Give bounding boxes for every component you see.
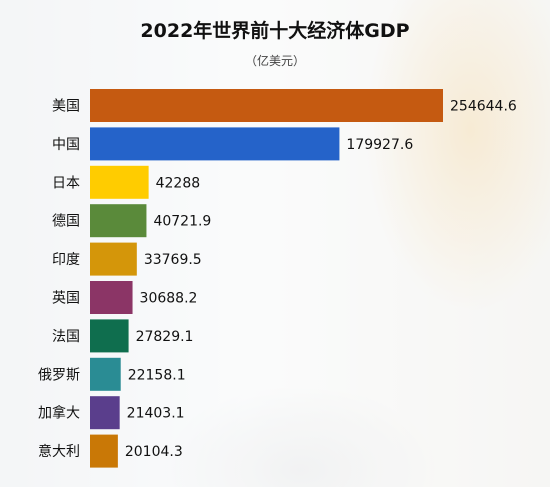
value-label: 27829.1: [136, 329, 194, 345]
bar: [90, 434, 118, 468]
bar: [90, 396, 120, 430]
value-label: 33769.5: [144, 252, 202, 268]
category-label: 法国: [52, 329, 80, 345]
value-label: 22158.1: [128, 367, 186, 383]
bar: [90, 127, 340, 161]
bar: [90, 165, 149, 199]
category-label: 美国: [52, 99, 80, 115]
category-label: 意大利: [38, 443, 80, 460]
bar: [90, 204, 147, 238]
value-label: 254644.6: [450, 99, 517, 115]
category-label: 德国: [52, 214, 80, 230]
category-label: 俄罗斯: [38, 367, 80, 383]
value-label: 30688.2: [140, 291, 198, 307]
category-label: 日本: [52, 175, 80, 191]
value-label: 42288: [156, 175, 201, 191]
category-label: 英国: [52, 290, 80, 307]
bar: [90, 319, 129, 353]
category-label: 加拿大: [38, 405, 80, 422]
category-label: 印度: [52, 252, 80, 268]
bar: [90, 281, 133, 314]
chart-title: 2022年世界前十大经济体GDP: [140, 20, 410, 42]
bar: [90, 89, 443, 122]
value-label: 20104.3: [125, 444, 183, 460]
bar: [90, 357, 121, 391]
bar: [90, 242, 137, 276]
chart-subtitle: （亿美元）: [244, 54, 305, 68]
category-label: 中国: [52, 137, 80, 153]
value-label: 40721.9: [153, 214, 211, 230]
value-label: 21403.1: [127, 406, 185, 422]
value-label: 179927.6: [346, 137, 413, 153]
